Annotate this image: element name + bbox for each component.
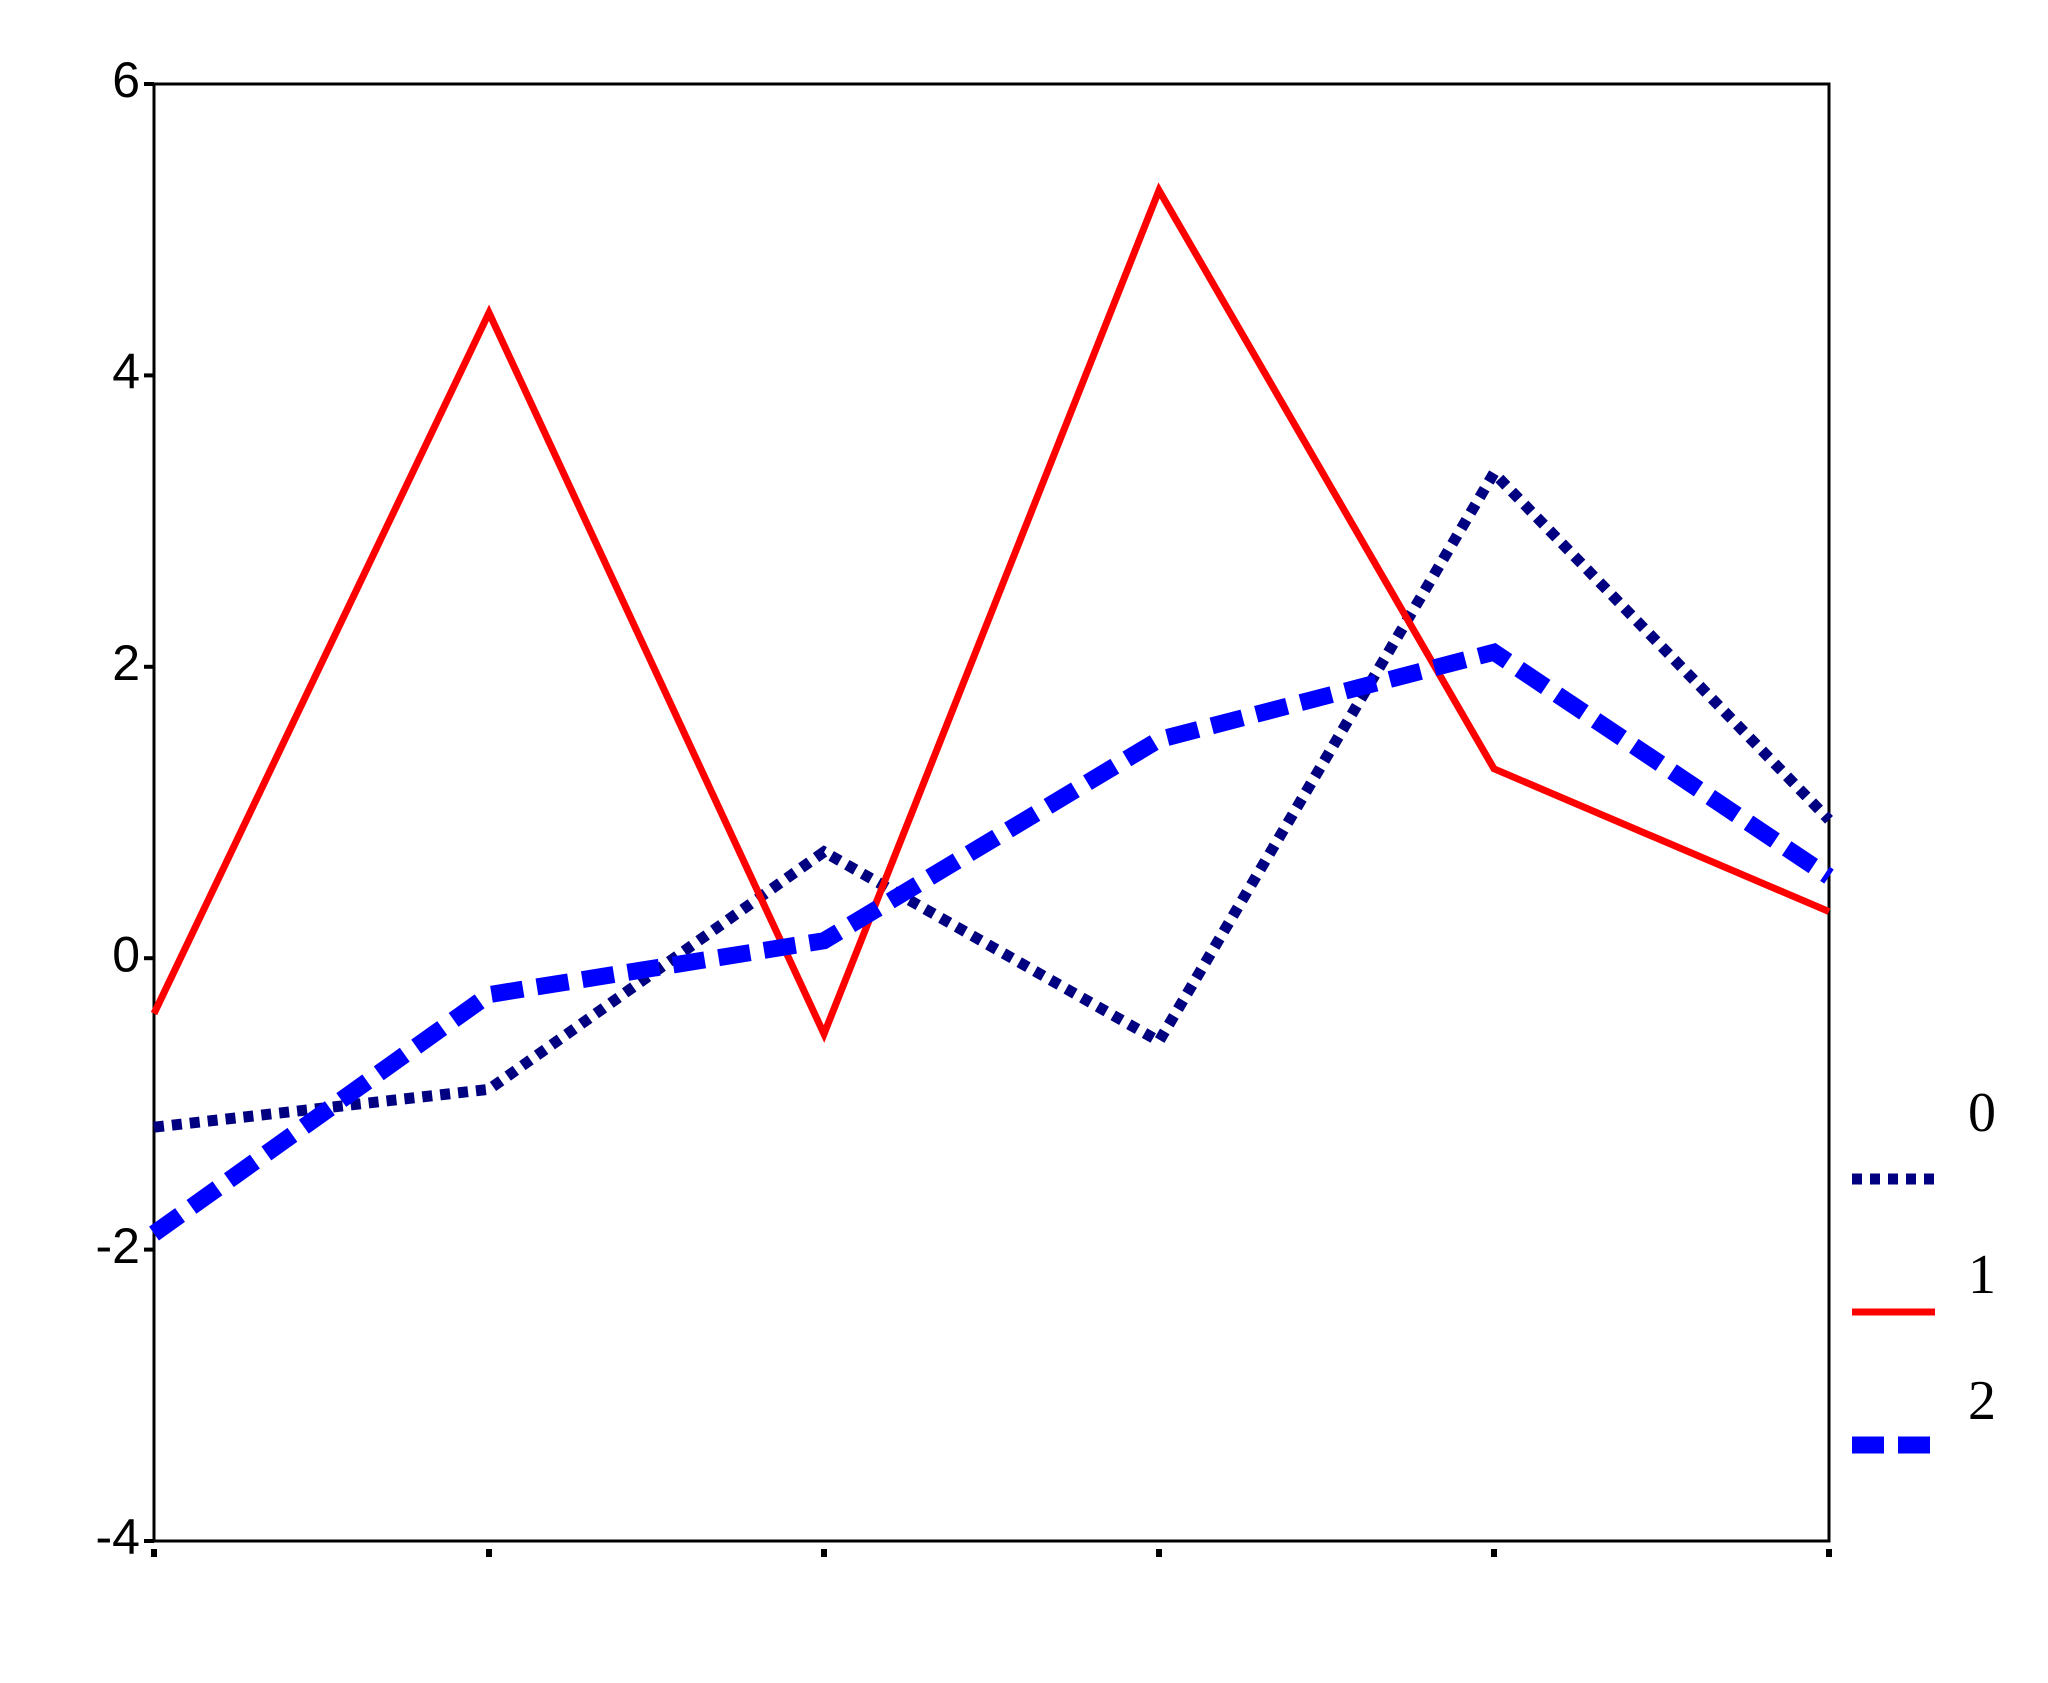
x-tick (486, 1549, 492, 1557)
series-line (153, 463, 1833, 1133)
x-tick (151, 1549, 157, 1557)
y-tick-label: 2 (112, 635, 140, 691)
series-line (150, 182, 1831, 1043)
x-tick (1156, 1549, 1162, 1557)
legend-label: 1 (1968, 1244, 1996, 1306)
y-tick-label: 6 (112, 52, 140, 108)
y-tick-label: -4 (96, 1509, 140, 1565)
plot-frame (152, 82, 1831, 1543)
series-line (149, 643, 1834, 1241)
legend-label: 2 (1968, 1370, 1996, 1432)
x-tick (1491, 1549, 1497, 1557)
legend-label: 0 (1968, 1082, 1996, 1144)
y-tick-label: 4 (112, 344, 140, 400)
y-tick-label: 0 (112, 926, 140, 982)
x-tick (821, 1549, 827, 1557)
y-tick-label: -2 (96, 1218, 140, 1274)
x-tick (1826, 1549, 1832, 1557)
